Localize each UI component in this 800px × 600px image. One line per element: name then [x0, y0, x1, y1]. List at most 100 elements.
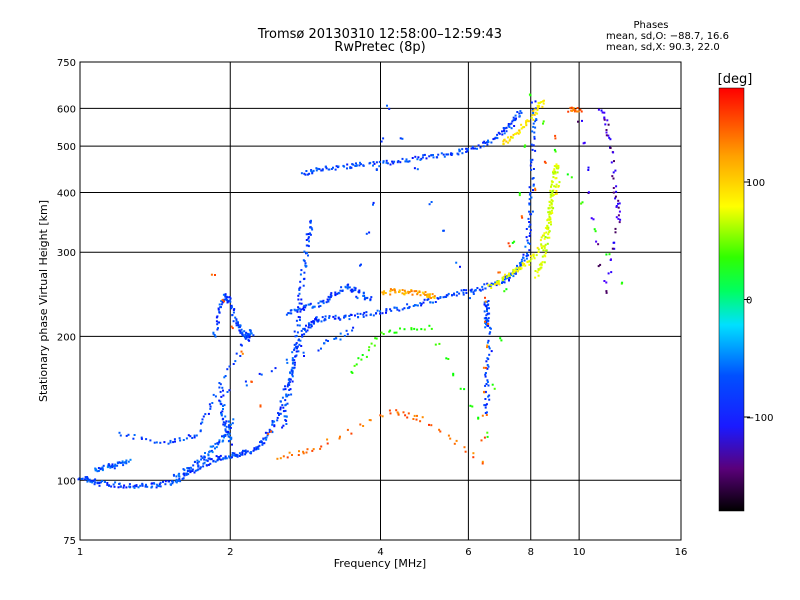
data-point: [346, 333, 349, 336]
data-point: [617, 217, 620, 220]
y-tick-label: 75: [63, 536, 76, 547]
data-point: [327, 300, 330, 303]
data-point: [547, 211, 550, 214]
data-point: [247, 334, 250, 337]
data-point: [299, 273, 302, 276]
data-point: [485, 366, 487, 369]
data-point: [592, 218, 595, 221]
data-point: [529, 232, 531, 235]
data-point: [217, 327, 219, 330]
data-point: [217, 308, 220, 311]
data-point: [306, 244, 309, 247]
data-point: [224, 433, 227, 436]
data-point: [230, 325, 233, 328]
data-point: [415, 290, 418, 293]
data-point: [532, 168, 535, 170]
data-point: [512, 275, 515, 278]
data-point: [439, 296, 442, 299]
data-point: [418, 291, 421, 293]
data-point: [497, 131, 500, 134]
data-point: [582, 142, 585, 145]
data-point: [111, 466, 114, 469]
data-point: [548, 200, 551, 203]
data-point: [495, 136, 498, 139]
data-point: [276, 457, 279, 460]
data-point: [195, 434, 198, 437]
data-point: [167, 442, 170, 445]
data-point: [101, 469, 104, 472]
data-point: [612, 191, 615, 194]
data-point: [217, 443, 220, 446]
data-point: [543, 160, 546, 163]
data-point: [151, 485, 154, 488]
data-point: [518, 112, 521, 115]
data-point: [117, 462, 119, 465]
data-point: [528, 210, 531, 213]
data-point: [351, 163, 354, 166]
data-point: [196, 459, 199, 462]
data-point: [317, 319, 320, 322]
data-point: [525, 122, 528, 125]
data-point: [235, 324, 238, 327]
data-point: [218, 311, 221, 314]
data-point: [284, 399, 287, 402]
data-point: [375, 337, 378, 340]
data-point: [476, 147, 478, 150]
data-point: [502, 279, 504, 282]
data-point: [293, 359, 296, 362]
data-point: [93, 479, 96, 482]
data-point: [305, 330, 308, 333]
data-point: [444, 295, 447, 298]
data-point: [284, 385, 286, 388]
data-point: [304, 262, 307, 265]
data-point: [279, 406, 282, 409]
data-point: [378, 165, 381, 168]
data-point: [514, 118, 517, 121]
data-point: [436, 156, 439, 159]
data-point: [182, 439, 185, 441]
data-point: [199, 430, 202, 433]
data-point: [214, 442, 217, 445]
data-point: [395, 306, 398, 309]
data-point: [512, 133, 515, 136]
data-point: [351, 329, 354, 332]
data-point: [520, 215, 523, 218]
data-point: [532, 144, 535, 147]
data-point: [282, 406, 285, 409]
data-point: [344, 314, 347, 317]
data-point: [524, 245, 527, 248]
data-point: [554, 172, 557, 175]
data-point: [252, 449, 255, 452]
data-point: [553, 148, 556, 151]
data-point: [305, 304, 308, 307]
data-point: [446, 294, 449, 297]
data-point: [303, 308, 306, 311]
data-point: [486, 282, 489, 285]
data-point: [520, 111, 523, 114]
data-point: [291, 357, 294, 360]
data-point: [253, 447, 256, 450]
data-point: [502, 127, 505, 129]
data-point: [531, 177, 534, 180]
data-point: [554, 171, 557, 174]
data-point: [94, 467, 97, 470]
data-point: [375, 161, 378, 164]
data-point: [225, 299, 228, 302]
data-point: [513, 240, 516, 243]
data-point: [382, 333, 385, 335]
data-point: [484, 296, 486, 299]
data-point: [113, 467, 116, 470]
data-point: [307, 322, 310, 325]
data-point: [276, 419, 279, 422]
data-point: [355, 164, 358, 167]
data-point: [619, 218, 622, 221]
data-point: [149, 439, 152, 442]
data-point: [208, 403, 211, 406]
data-point: [334, 314, 337, 317]
data-point: [618, 210, 621, 213]
data-point: [385, 309, 388, 312]
data-point: [175, 481, 178, 484]
data-point: [236, 454, 239, 457]
data-point: [311, 171, 314, 174]
data-point: [86, 476, 89, 478]
